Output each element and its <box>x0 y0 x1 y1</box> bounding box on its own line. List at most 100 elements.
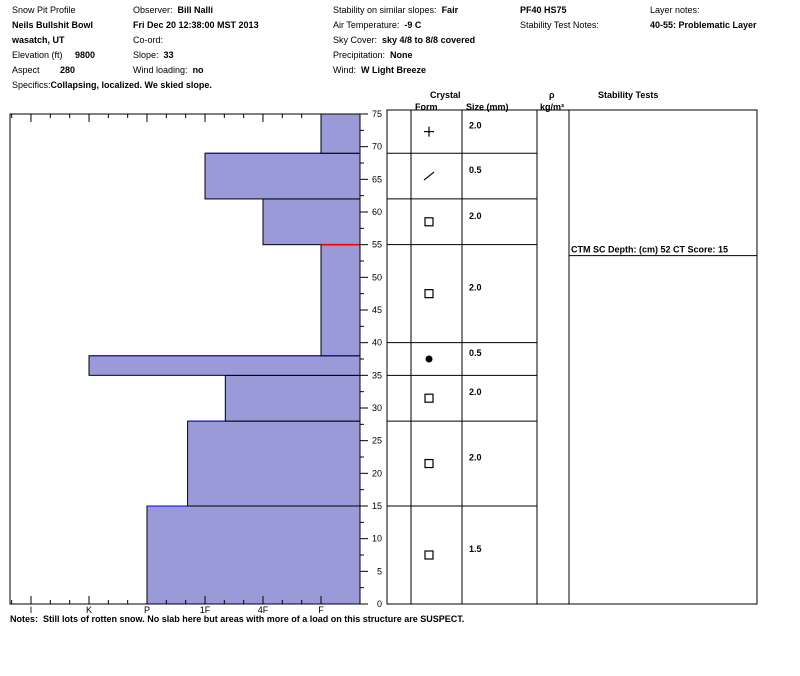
observer: Observer: Bill Nalli <box>133 5 213 16</box>
specifics: Specifics:Collapsing, localized. We skie… <box>12 80 212 91</box>
notes: Notes: Still lots of rotten snow. No sla… <box>10 614 464 625</box>
crystal-form-square-icon <box>424 393 434 403</box>
hardness-bar <box>146 505 361 605</box>
precip-label: Precipitation: <box>333 50 386 60</box>
wind-loading-label: Wind loading: <box>133 65 188 75</box>
depth-tick-label: 0 <box>377 599 382 609</box>
wind-loading: Wind loading: no <box>133 65 204 76</box>
sky-label: Sky Cover: <box>333 35 378 45</box>
slope: Slope: 33 <box>133 50 174 61</box>
crystal-size: 2.0 <box>469 211 482 221</box>
crystal-form-square-icon <box>424 550 434 560</box>
depth-tick-label: 65 <box>372 174 382 184</box>
depth-tick-label: 10 <box>372 534 382 544</box>
stability-test-result: CTM SC Depth: (cm) 52 CT Score: 15 <box>571 245 728 255</box>
depth-tick-label: 20 <box>372 468 382 478</box>
depth-tick-label: 30 <box>372 403 382 413</box>
hardness-bar <box>320 244 361 357</box>
slope-value: 33 <box>163 50 174 60</box>
depth-tick-label: 70 <box>372 142 382 152</box>
sky-value: sky 4/8 to 8/8 covered <box>382 35 476 45</box>
pit-code: PF40 HS75 <box>520 5 567 15</box>
wind-label: Wind: <box>333 65 357 75</box>
crystal-form-dot-icon <box>425 355 433 363</box>
form-header: Form <box>415 102 438 112</box>
depth-tick-label: 35 <box>372 370 382 380</box>
crystal-table: 1.5 2.0 2.0 0.5 2.0 2.0 0.5 2.0 <box>386 109 758 605</box>
sky-cover: Sky Cover: sky 4/8 to 8/8 covered <box>333 35 475 46</box>
hardness-bar <box>224 374 361 422</box>
air-temp-value: -9 C <box>404 20 422 30</box>
stability-value: Fair <box>441 5 459 15</box>
specifics-label: Specifics: <box>12 80 51 90</box>
notes-label: Notes: <box>10 614 39 624</box>
stability-tests-column: CTM SC Depth: (cm) 52 CT Score: 15 <box>571 245 728 255</box>
crystal-form-square-icon <box>424 289 434 299</box>
hardness-tick-label: K <box>86 605 92 615</box>
aspect-value: 280 <box>60 65 76 75</box>
elevation-label: Elevation (ft) <box>12 50 63 60</box>
wind-loading-value: no <box>192 65 204 75</box>
crystal-size: 0.5 <box>469 165 482 175</box>
hardness-tick-label: P <box>144 605 150 615</box>
stability-tests-header: Stability Tests <box>598 90 659 100</box>
depth-tick-label: 60 <box>372 207 382 217</box>
crystal-form-square-icon <box>424 458 434 469</box>
air-temperature: Air Temperature: -9 C <box>333 20 421 31</box>
wind-value: W Light Breeze <box>361 65 427 75</box>
crystal-size: 1.5 <box>469 544 482 554</box>
elevation-value: 9800 <box>75 50 96 60</box>
hardness-tick-label: 4F <box>258 605 269 615</box>
size-header: Size (mm) <box>466 102 509 112</box>
stability: Stability on similar slopes: Fair <box>333 5 458 16</box>
crystal-header: Crystal <box>430 90 461 100</box>
depth-tick-label: 55 <box>372 240 382 250</box>
hardness-tick-label: I <box>30 605 33 615</box>
specifics-value: Collapsing, localized. We skied slope. <box>50 80 212 90</box>
aspect-label: Aspect <box>12 65 40 75</box>
crystal-size: 2.0 <box>469 283 482 293</box>
layer-notes-value: 40-55: Problematic Layer <box>650 20 757 30</box>
crystal-size: 2.0 <box>469 453 482 463</box>
range-name: wasatch, UT <box>12 35 65 45</box>
depth-axis: 0 5 10 15 20 25 30 35 40 45 50 55 60 65 70 75 <box>359 109 382 609</box>
depth-tick-label: 40 <box>372 338 382 348</box>
hardness-bar <box>320 113 361 154</box>
hardness-tick-label: F <box>318 605 324 615</box>
observer-label: Observer: <box>133 5 173 15</box>
density-unit-header: kg/m³ <box>540 102 565 112</box>
hardness-axis: I K P 1F 4F F <box>11 114 324 615</box>
rho-header: ρ <box>549 90 555 100</box>
crystal-size: 2.0 <box>469 387 482 397</box>
hardness-bar <box>262 198 361 246</box>
layer-notes-label: Layer notes: <box>650 5 700 15</box>
precip-value: None <box>390 50 413 60</box>
observation-datetime: Fri Dec 20 12:38:00 MST 2013 <box>133 20 259 30</box>
precipitation: Precipitation: None <box>333 50 413 61</box>
depth-tick-label: 75 <box>372 109 382 119</box>
table-border <box>386 109 758 605</box>
crystal-form-square-icon <box>424 217 434 227</box>
crystal-form-slash-icon <box>423 171 435 181</box>
location-name: Neils Bullshit Bowl <box>12 20 94 30</box>
depth-tick-label: 25 <box>372 436 382 446</box>
depth-tick-label: 50 <box>372 272 382 282</box>
notes-value: Still lots of rotten snow. No slab here … <box>43 614 465 624</box>
hardness-bars <box>88 113 361 605</box>
crystal-size: 0.5 <box>469 348 482 358</box>
hardness-bar <box>88 355 361 376</box>
air-temp-label: Air Temperature: <box>333 20 400 30</box>
wind: Wind: W Light Breeze <box>333 65 426 76</box>
coord-label: Co-ord: <box>133 35 164 45</box>
hardness-tick-label: 1F <box>200 605 211 615</box>
hardness-bar <box>204 152 361 200</box>
depth-tick-label: 45 <box>372 305 382 315</box>
crystal-size: 2.0 <box>469 121 482 131</box>
depth-tick-label: 15 <box>372 501 382 511</box>
observer-value: Bill Nalli <box>177 5 214 15</box>
hardness-bar <box>187 420 361 507</box>
profile-title: Snow Pit Profile <box>12 5 76 15</box>
stability-notes-label: Stability Test Notes: <box>520 20 599 30</box>
slope-label: Slope: <box>133 50 159 60</box>
